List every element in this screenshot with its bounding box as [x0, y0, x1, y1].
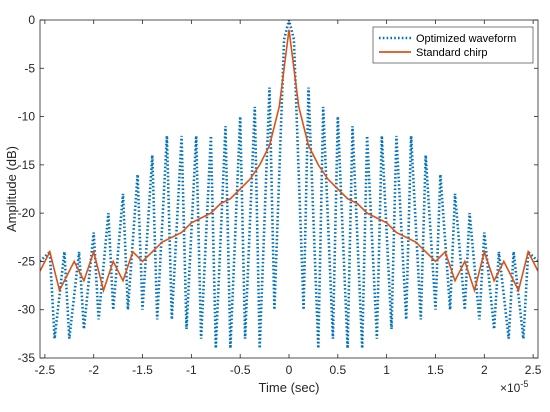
x-tick-label: -1 — [186, 363, 197, 377]
x-tick-label: 1 — [383, 363, 390, 377]
x-tick-label: -2 — [88, 363, 99, 377]
x-axis-exponent: ×10-5 — [500, 379, 528, 395]
x-tick-label: 0 — [286, 363, 293, 377]
x-tick-label: 2.5 — [525, 363, 542, 377]
x-tick-label: 0.5 — [329, 363, 346, 377]
series-line-standard-chirp — [40, 29, 538, 294]
legend: Optimized waveform Standard chirp — [372, 26, 534, 64]
y-tick-label: -20 — [18, 206, 36, 220]
series-layer — [40, 20, 538, 349]
y-tick-label: -15 — [18, 158, 36, 172]
x-tick-label: 2 — [481, 363, 488, 377]
legend-label-standard-chirp: Standard chirp — [416, 47, 488, 59]
x-exponent-base: ×10 — [500, 381, 521, 395]
legend-box — [372, 26, 534, 64]
x-tick-label: 1.5 — [427, 363, 444, 377]
y-tick-label: -5 — [24, 61, 35, 75]
x-tick-label: -1.5 — [132, 363, 153, 377]
y-tick-label: -35 — [18, 351, 36, 365]
y-axis-label: Amplitude (dB) — [4, 146, 19, 232]
x-exponent-power: -5 — [520, 379, 528, 389]
x-axis-label: Time (sec) — [259, 380, 320, 395]
x-tick-label: -0.5 — [230, 363, 251, 377]
y-tick-label: -25 — [18, 254, 36, 268]
y-tick-label: 0 — [28, 13, 35, 27]
ticks-layer: -2.5 -2 -1.5 -1 -0.5 0 0.5 1 1.5 2 2.5 0 -5 -10 -15 -20… — [18, 13, 542, 377]
legend-label-optimized-waveform: Optimized waveform — [416, 33, 516, 45]
y-tick-label: -30 — [18, 303, 36, 317]
y-tick-label: -10 — [18, 110, 36, 124]
x-tick-label: -2.5 — [35, 363, 56, 377]
